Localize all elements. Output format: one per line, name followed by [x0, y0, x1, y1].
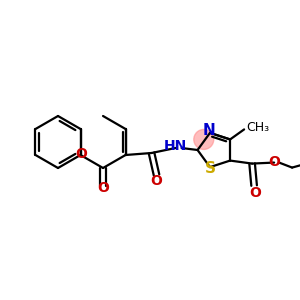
Text: O: O	[268, 154, 280, 169]
Text: O: O	[76, 147, 88, 161]
Text: O: O	[249, 186, 261, 200]
Text: S: S	[205, 160, 215, 175]
Text: O: O	[97, 181, 109, 195]
Text: N: N	[202, 123, 215, 138]
Text: HN: HN	[164, 139, 187, 153]
Text: CH₃: CH₃	[246, 121, 269, 134]
Text: O: O	[151, 174, 163, 188]
Circle shape	[194, 129, 214, 149]
